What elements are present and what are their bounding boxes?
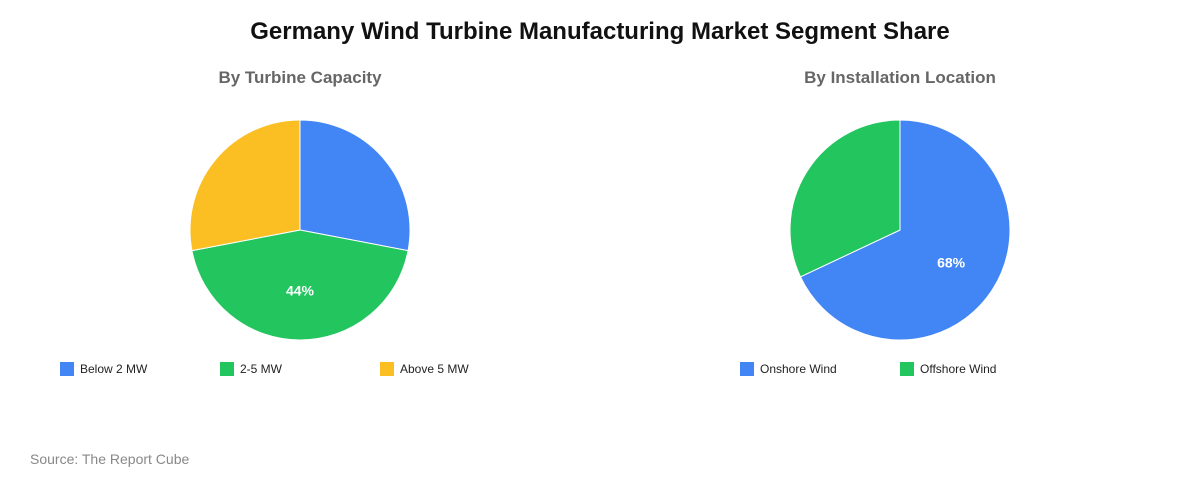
legend-swatch bbox=[740, 362, 754, 376]
pie-svg: 44% bbox=[189, 119, 411, 341]
page-title: Germany Wind Turbine Manufacturing Marke… bbox=[250, 18, 950, 45]
pie-slice-offshore-wind bbox=[789, 119, 901, 278]
legend-item-above-5-mw: Above 5 MW bbox=[380, 362, 469, 376]
legend-item-offshore-wind: Offshore Wind bbox=[900, 362, 996, 376]
source-note: Source: The Report Cube bbox=[30, 451, 190, 467]
legend-item-onshore-wind: Onshore Wind bbox=[740, 362, 837, 376]
pie-slice-2-5-mw bbox=[191, 229, 409, 341]
legend-swatch bbox=[220, 362, 234, 376]
legend-label: Below 2 MW bbox=[80, 362, 148, 376]
legend-label: 2-5 MW bbox=[240, 362, 282, 376]
pie-svg: 68% bbox=[789, 119, 1011, 341]
legend-swatch bbox=[60, 362, 74, 376]
data-label-2-5-mw: 44% bbox=[286, 283, 315, 299]
pie-slice-onshore-wind bbox=[799, 119, 1011, 341]
legend-swatch bbox=[900, 362, 914, 376]
legend-label: Offshore Wind bbox=[920, 362, 997, 376]
pie-slice-below-2-mw bbox=[299, 119, 411, 252]
chart-title: By Turbine Capacity bbox=[218, 68, 382, 87]
pie-chart-installation-location: By Installation Location 68% Onshore Win… bbox=[600, 0, 1200, 400]
chart-title: By Installation Location bbox=[804, 68, 996, 87]
pie-chart-turbine-capacity: By Turbine Capacity 44% Below 2 MW 2-5 MW… bbox=[0, 0, 600, 400]
legend-swatch bbox=[380, 362, 394, 376]
legend-item-below-2-mw: Below 2 MW bbox=[60, 362, 147, 376]
data-label-onshore-wind: 68% bbox=[937, 254, 966, 270]
legend-label: Above 5 MW bbox=[400, 362, 469, 376]
legend-label: Onshore Wind bbox=[760, 362, 837, 376]
pie-slice-above-5-mw bbox=[189, 119, 301, 252]
legend-item-2-5-mw: 2-5 MW bbox=[220, 362, 282, 376]
